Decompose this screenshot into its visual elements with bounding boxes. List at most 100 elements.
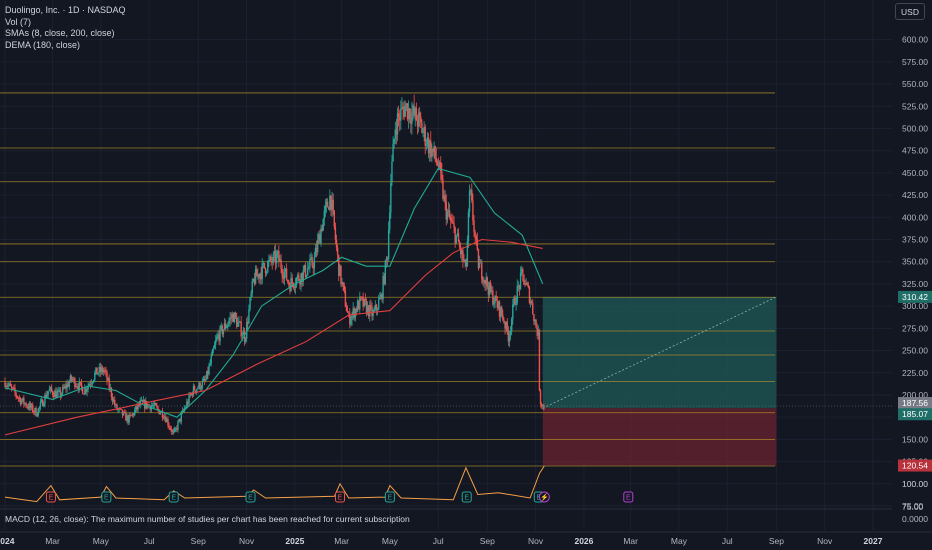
candle-body: [482, 279, 484, 283]
candle-body: [16, 396, 18, 398]
symbol-title[interactable]: Duolingo, Inc. · 1D · NASDAQ: [5, 5, 126, 15]
candle-body: [155, 403, 157, 406]
candle-body: [237, 322, 239, 327]
volume-tick-label: 0.0000: [902, 514, 928, 524]
candle-body: [59, 390, 62, 397]
candle-body: [372, 311, 374, 317]
y-tick-label: 200.00: [902, 390, 928, 400]
candle-body: [424, 126, 426, 146]
candle-body: [302, 270, 304, 282]
candle-body: [476, 239, 479, 250]
candle-body: [202, 379, 205, 382]
candle-body: [173, 428, 176, 433]
candle-body: [55, 390, 57, 398]
horizontal-levels[interactable]: [0, 92, 775, 467]
currency-button[interactable]: USD: [895, 3, 925, 20]
candle-body: [142, 400, 145, 403]
candle-body: [376, 309, 379, 311]
candle-body: [56, 392, 58, 398]
event-label: E: [388, 495, 393, 502]
candle-body: [38, 406, 41, 409]
candle-body: [387, 229, 390, 259]
candle-body: [343, 285, 345, 291]
candle-body: [534, 320, 536, 322]
x-tick-label: 2025: [285, 536, 304, 546]
candle-body: [312, 265, 314, 269]
y-tick-label: 375.00: [902, 235, 928, 245]
candle-body: [47, 391, 49, 395]
candle-body: [49, 387, 52, 390]
x-tick-label: Sep: [769, 536, 784, 546]
candle-body: [232, 313, 235, 323]
candle-body: [511, 319, 513, 331]
y-tick-label: 600.00: [902, 35, 928, 45]
candle-body: [485, 277, 487, 285]
candle-body: [36, 415, 38, 417]
candle-body: [434, 146, 436, 158]
candle-body: [195, 390, 197, 392]
x-tick-label: Mar: [334, 536, 349, 546]
candle-body: [253, 278, 256, 284]
position-tool[interactable]: [542, 296, 777, 466]
candle-body: [111, 396, 114, 402]
y-tick-label: 225.00: [902, 368, 928, 378]
candle-body: [386, 258, 389, 259]
indicator-smas[interactable]: SMAs (8, close, 200, close): [5, 28, 115, 38]
candle-body: [151, 405, 154, 407]
candle-body: [69, 375, 72, 382]
time-axis[interactable]: 2024 Mar May Jul Sep Nov 2025 Mar May Jul Sep Nov 20…: [0, 531, 932, 546]
candle-body: [259, 273, 261, 279]
candle-body: [206, 370, 208, 380]
candle-body: [43, 404, 45, 407]
candle-body: [315, 248, 318, 253]
candle-body: [23, 397, 25, 404]
candle-body: [67, 383, 69, 387]
candle-body: [289, 284, 291, 292]
candle-body: [344, 290, 347, 307]
candle-body: [389, 212, 391, 230]
x-tick-label: Mar: [45, 536, 60, 546]
candle-body: [421, 122, 423, 133]
candle-body: [198, 382, 200, 388]
candle-body: [46, 394, 48, 398]
candle-body: [105, 370, 107, 372]
candle-body: [306, 268, 309, 275]
candle-body: [392, 143, 394, 162]
candle-body: [171, 430, 174, 432]
y-tick-label: 100.00: [902, 479, 928, 489]
candle-body: [493, 303, 495, 305]
candle-body: [18, 398, 21, 399]
candle-body: [279, 259, 281, 262]
candle-body: [540, 404, 543, 407]
y-tick-label: 275.00: [902, 323, 928, 333]
candle-body: [241, 335, 243, 337]
candle-body: [472, 200, 474, 221]
indicator-vol[interactable]: Vol (7): [5, 16, 32, 27]
candle-body: [468, 190, 471, 212]
y-tick-label: 550.00: [902, 79, 928, 89]
candle-body: [265, 271, 268, 274]
candle-body: [300, 273, 302, 285]
indicator-dema[interactable]: DEMA (180, close): [5, 39, 81, 50]
candle-body: [260, 273, 262, 280]
candle-body: [39, 402, 42, 407]
candle-body: [220, 325, 222, 327]
indicator-lines: [4, 167, 544, 436]
candle-body: [68, 381, 71, 387]
candle-body: [40, 399, 43, 403]
candle-body: [403, 108, 405, 117]
candle-body: [524, 284, 526, 286]
candle-body: [362, 297, 364, 307]
candle-body: [428, 140, 431, 154]
candle-body: [98, 366, 100, 374]
candle-body: [177, 421, 179, 430]
y-tick-label: 350.00: [902, 257, 928, 267]
earnings-event-marker: [461, 491, 472, 503]
candle-body: [402, 106, 404, 109]
candle-body: [412, 105, 414, 113]
stop-zone: [542, 408, 777, 466]
y-tick-label: 400.00: [902, 212, 928, 222]
candle-body: [270, 256, 272, 262]
candle-body: [283, 272, 286, 279]
